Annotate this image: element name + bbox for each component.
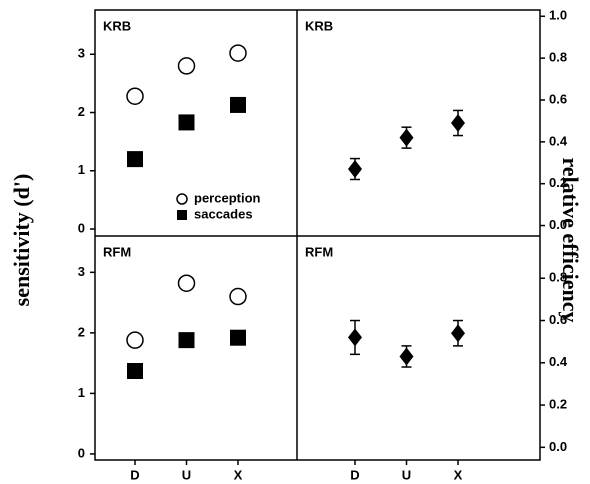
point xyxy=(177,57,196,75)
point xyxy=(126,87,144,105)
point xyxy=(177,274,196,292)
legend-marker xyxy=(176,193,188,205)
point xyxy=(348,328,362,347)
y-tick-label: 0 xyxy=(78,220,85,235)
x-tick-label: X xyxy=(454,467,463,482)
point xyxy=(451,324,465,343)
y-tick-label: 1 xyxy=(78,385,85,400)
y-axis-label: sensitivity (d') xyxy=(9,174,34,307)
point xyxy=(178,114,195,131)
y-tick-label: 1 xyxy=(78,162,85,177)
y2-axis-label: relative efficiency xyxy=(558,157,583,322)
x-tick-label: D xyxy=(350,467,359,482)
x-tick-label: U xyxy=(402,467,411,482)
point xyxy=(126,331,144,349)
point xyxy=(399,347,414,366)
y-tick-label: 0.6 xyxy=(549,312,567,327)
x-tick-label: D xyxy=(130,467,139,482)
panel-title: RFM xyxy=(305,244,333,259)
y-tick-label: 0 xyxy=(78,445,85,460)
legend-label: saccades xyxy=(194,206,253,221)
point xyxy=(451,114,465,132)
point xyxy=(127,363,143,380)
y-tick-label: 1.0 xyxy=(549,8,567,23)
y-tick-label: 2 xyxy=(78,104,85,119)
frame xyxy=(94,9,541,461)
y-tick-label: 2 xyxy=(78,324,85,339)
point xyxy=(348,160,362,179)
panel-title: KRB xyxy=(103,18,131,33)
point xyxy=(127,151,143,168)
legend-label: perception xyxy=(194,190,261,205)
point xyxy=(230,96,246,113)
y-tick-label: 0.4 xyxy=(549,133,568,148)
y-tick-label: 0.0 xyxy=(549,217,567,232)
y-tick-label: 0.6 xyxy=(549,91,567,106)
x-tick-label: X xyxy=(234,467,243,482)
point xyxy=(230,329,246,346)
y-tick-label: 0.0 xyxy=(549,439,567,454)
legend-marker xyxy=(177,210,187,220)
y-tick-label: 3 xyxy=(78,46,85,61)
point xyxy=(399,128,414,147)
y-tick-label: 0.2 xyxy=(549,175,567,190)
x-tick-label: U xyxy=(182,467,191,482)
y-tick-label: 0.8 xyxy=(549,270,567,285)
point xyxy=(229,287,247,306)
y-tick-label: 0.4 xyxy=(549,354,568,369)
y-tick-label: 3 xyxy=(78,264,85,279)
panel-title: KRB xyxy=(305,18,333,33)
point xyxy=(178,332,195,349)
y-tick-label: 0.8 xyxy=(549,50,567,65)
panel-title: RFM xyxy=(103,244,131,259)
y-tick-label: 0.2 xyxy=(549,396,567,411)
point xyxy=(229,44,247,62)
